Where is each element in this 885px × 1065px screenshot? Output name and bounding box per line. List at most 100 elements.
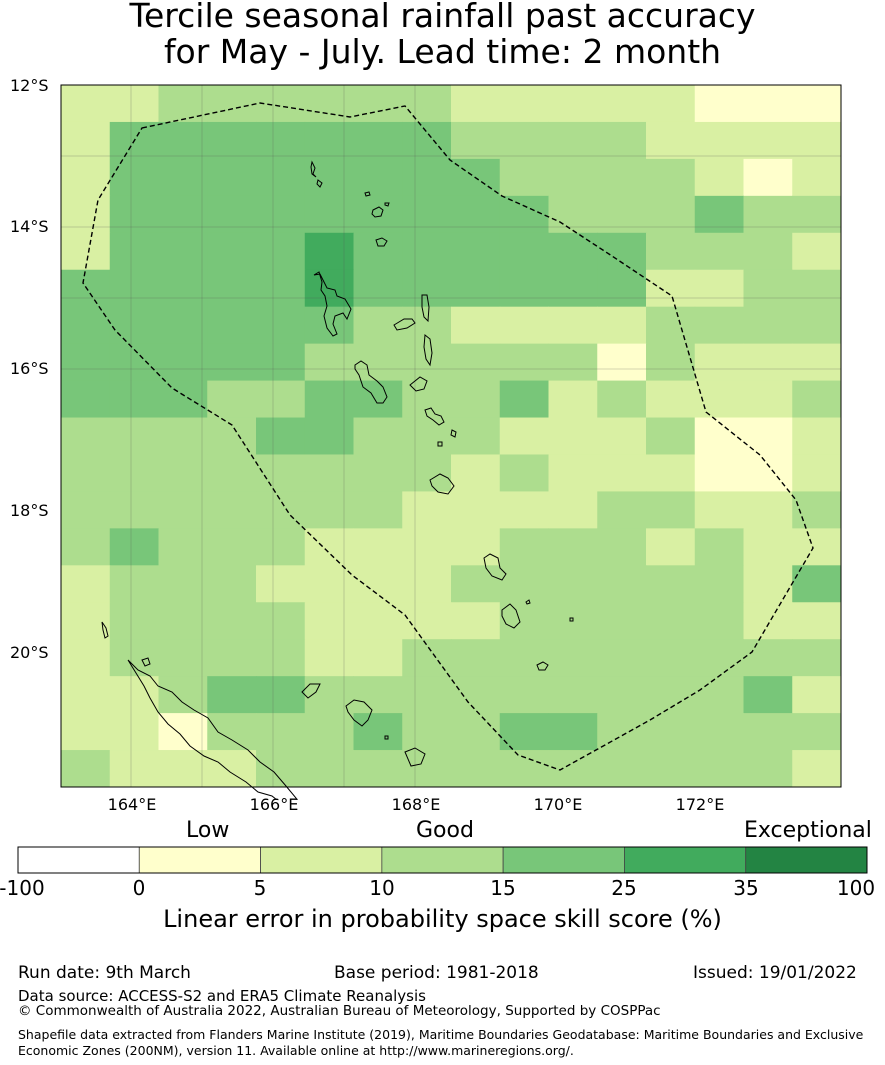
island-outline xyxy=(421,294,430,323)
skill-cell xyxy=(792,269,842,308)
skill-cell xyxy=(451,343,501,382)
skill-cell xyxy=(694,269,744,308)
lat-label: 12°S xyxy=(10,76,49,95)
skill-cell xyxy=(256,269,306,308)
skill-cell xyxy=(499,454,549,492)
skill-cell xyxy=(109,454,159,492)
skill-cell xyxy=(207,602,257,640)
island-outline xyxy=(384,735,389,740)
skill-cell xyxy=(207,713,257,751)
skill-cell xyxy=(207,158,257,197)
skill-cell xyxy=(109,565,159,603)
skill-cell xyxy=(694,306,744,345)
lat-label: 16°S xyxy=(10,359,49,378)
skill-cell xyxy=(158,232,208,271)
skill-cell xyxy=(743,121,793,160)
skill-cell xyxy=(451,713,501,751)
skill-cell xyxy=(597,565,647,603)
skill-cell xyxy=(499,85,549,123)
lon-label: 164°E xyxy=(107,795,157,814)
skill-cell xyxy=(353,639,403,677)
skill-cell xyxy=(694,232,744,271)
skill-cell xyxy=(207,380,257,419)
skill-cell xyxy=(548,417,598,455)
skill-cell xyxy=(548,195,598,234)
skill-cell xyxy=(597,121,647,160)
skill-cell xyxy=(61,454,111,492)
skill-cell xyxy=(548,565,598,603)
skill-cell xyxy=(694,491,744,529)
skill-cell xyxy=(304,528,354,566)
skill-cell xyxy=(499,750,549,788)
skill-cell xyxy=(304,306,354,345)
skill-cell xyxy=(353,676,403,714)
skill-cell xyxy=(304,417,354,455)
skill-cell xyxy=(451,491,501,529)
skill-cell xyxy=(353,306,403,345)
skill-cell xyxy=(402,121,452,160)
skill-cell xyxy=(792,85,842,123)
skill-cell xyxy=(451,306,501,345)
island-outline xyxy=(501,603,521,629)
colorbar-swatch xyxy=(17,846,140,874)
skill-cell xyxy=(548,85,598,123)
skill-cell xyxy=(207,676,257,714)
skill-cell xyxy=(646,639,696,677)
island-outline xyxy=(301,683,321,699)
skill-cell xyxy=(353,454,403,492)
skill-cell xyxy=(304,639,354,677)
skill-cell xyxy=(304,195,354,234)
island-outline xyxy=(345,699,373,727)
skill-cell xyxy=(402,491,452,529)
skill-cell xyxy=(548,491,598,529)
skill-cell xyxy=(158,491,208,529)
skill-cell xyxy=(402,528,452,566)
skill-cell xyxy=(256,232,306,271)
island-outline xyxy=(141,657,151,667)
colorbar-swatch xyxy=(381,846,504,874)
skill-cell xyxy=(109,417,159,455)
skill-cell xyxy=(158,343,208,382)
skill-cell xyxy=(402,343,452,382)
skill-cell xyxy=(694,85,744,123)
island-outline xyxy=(127,659,298,800)
skill-cell xyxy=(61,306,111,345)
skill-cell xyxy=(353,380,403,419)
coastlines xyxy=(101,160,574,800)
skill-cell xyxy=(109,602,159,640)
skill-cell xyxy=(743,85,793,123)
skill-cell xyxy=(256,602,306,640)
island-outline xyxy=(375,237,388,247)
skill-cell xyxy=(353,750,403,788)
skill-cell xyxy=(548,343,598,382)
skill-cell xyxy=(304,750,354,788)
skill-cell xyxy=(256,417,306,455)
skill-cell xyxy=(304,713,354,751)
skill-cell xyxy=(402,639,452,677)
skill-cell xyxy=(792,639,842,677)
skill-cell xyxy=(694,121,744,160)
skill-cell xyxy=(109,85,159,123)
colorbar-tick-label: -100 xyxy=(0,876,45,900)
island-outline xyxy=(450,429,457,438)
skill-cell xyxy=(402,232,452,271)
lon-label: 172°E xyxy=(675,795,725,814)
skill-cell xyxy=(499,232,549,271)
skill-cell xyxy=(304,454,354,492)
skill-cell xyxy=(548,269,598,308)
skill-cell xyxy=(743,528,793,566)
skill-cell xyxy=(402,158,452,197)
skill-cell xyxy=(207,232,257,271)
skill-cell xyxy=(548,713,598,751)
skill-cell xyxy=(256,343,306,382)
skill-cell xyxy=(256,713,306,751)
skill-cell xyxy=(158,306,208,345)
skill-cell xyxy=(207,454,257,492)
skill-cell xyxy=(743,417,793,455)
skill-cell xyxy=(499,602,549,640)
skill-cell xyxy=(109,306,159,345)
skill-cell xyxy=(694,713,744,751)
skill-cell xyxy=(597,676,647,714)
skill-cell xyxy=(402,380,452,419)
skill-cell xyxy=(158,121,208,160)
